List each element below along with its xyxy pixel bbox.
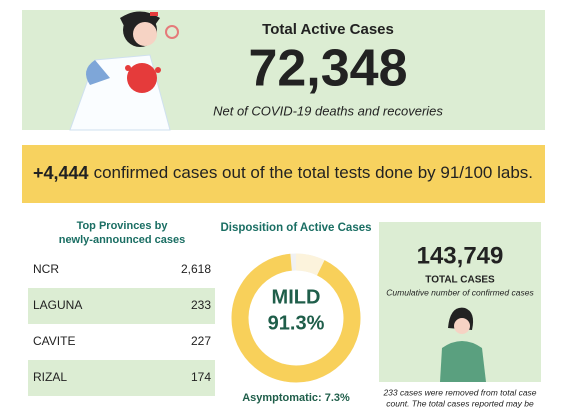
woman-illustration xyxy=(440,307,486,382)
table-row xyxy=(28,360,215,396)
total-note: count. The total cases reported may be xyxy=(386,398,534,408)
province-value: 174 xyxy=(191,370,211,384)
province-value: 2,618 xyxy=(181,262,211,276)
banner-text: +4,444 confirmed cases out of the total t… xyxy=(33,163,533,183)
banner-highlight: +4,444 xyxy=(33,163,89,183)
donut-segment xyxy=(231,253,361,383)
province-name: NCR xyxy=(33,262,59,276)
sick-woman-illustration xyxy=(69,11,179,131)
chart-title: Disposition of Active Cases xyxy=(220,222,371,234)
total-label: TOTAL CASES xyxy=(425,275,495,286)
table-title: Top Provinces by xyxy=(77,220,169,232)
donut-center-name: MILD xyxy=(272,286,321,308)
banner-panel xyxy=(22,145,545,203)
province-value: 233 xyxy=(191,298,211,312)
header-value: 72,348 xyxy=(248,40,407,98)
province-name: RIZAL xyxy=(33,370,67,384)
header-title: Total Active Cases xyxy=(262,21,394,38)
provinces-table: Top Provinces by newly-announced cases NCR… xyxy=(28,220,215,396)
donut-legend: Asymptomatic: 7.3% xyxy=(242,392,350,404)
table-row xyxy=(28,288,215,324)
table-title: newly-announced cases xyxy=(59,234,186,246)
total-caption: Cumulative number of confirmed cases xyxy=(386,287,534,297)
table-row xyxy=(28,324,215,360)
donut xyxy=(231,253,361,383)
table-row xyxy=(28,252,215,288)
header-subtitle: Net of COVID-19 deaths and recoveries xyxy=(213,103,443,118)
banner-body: confirmed cases out of the total tests d… xyxy=(94,163,533,182)
total-value: 143,749 xyxy=(417,242,504,269)
donut-segment xyxy=(295,253,325,276)
province-name: CAVITE xyxy=(33,334,75,348)
province-name: LAGUNA xyxy=(33,298,82,312)
donut-center-value: 91.3% xyxy=(268,312,325,334)
total-note: 233 cases were removed from total case xyxy=(382,387,536,397)
province-value: 227 xyxy=(191,334,211,348)
